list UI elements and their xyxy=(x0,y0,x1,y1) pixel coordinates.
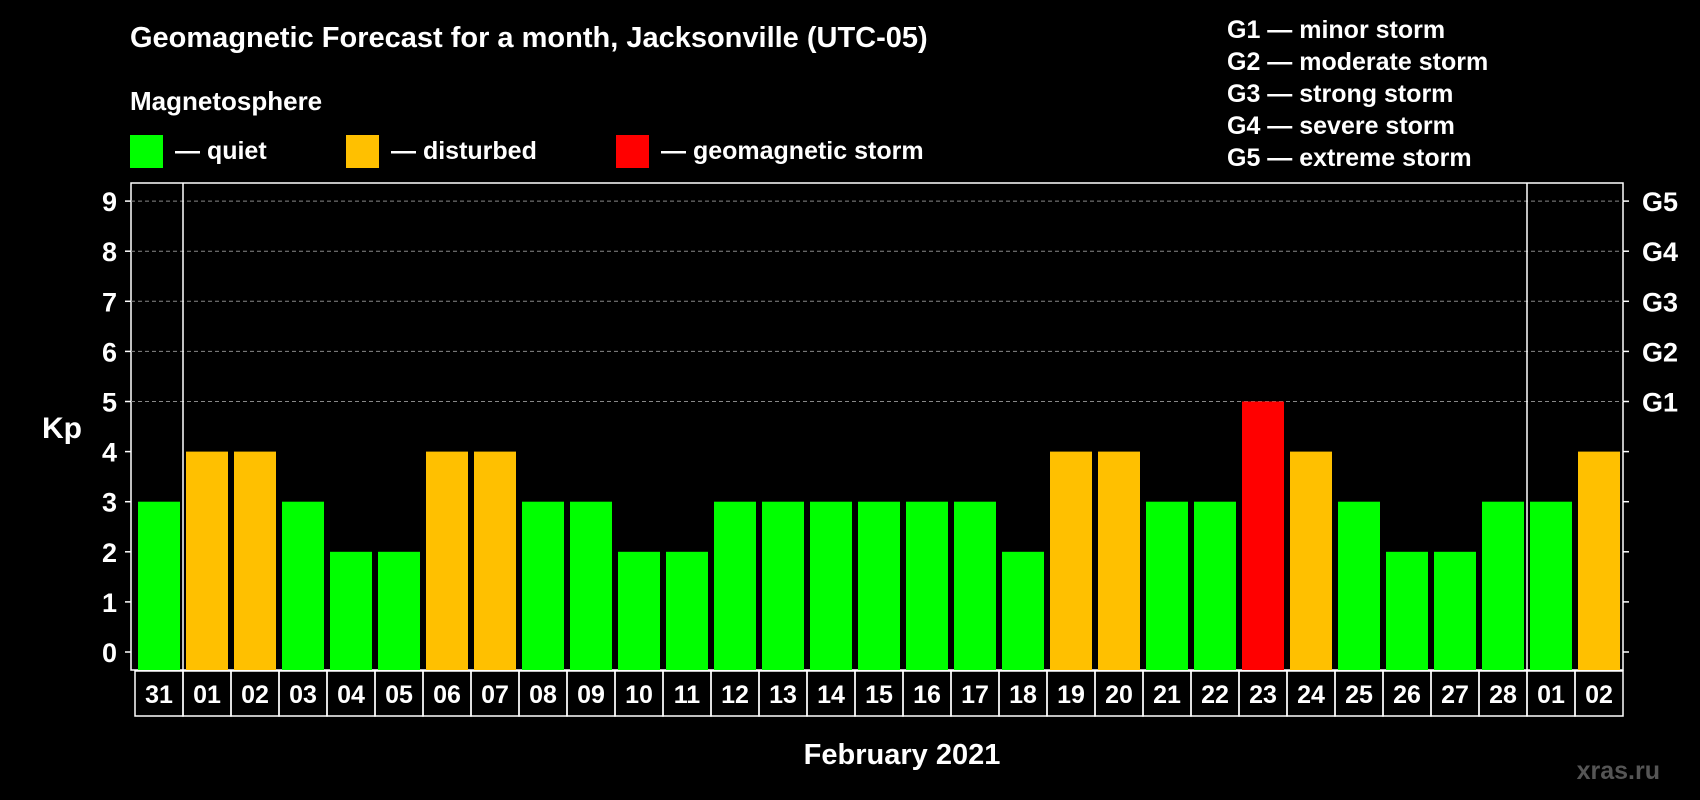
bar-10 xyxy=(618,551,660,670)
date-cell-30 xyxy=(1574,670,1624,717)
y-tick-label-4: 4 xyxy=(102,438,117,468)
bar-4 xyxy=(330,551,372,670)
legend-disturbed: — disturbed xyxy=(346,135,537,168)
x-axis-label: February 2021 xyxy=(804,739,1001,771)
date-label-15: 15 xyxy=(865,681,893,709)
date-label-3: 03 xyxy=(289,681,317,709)
storm-scale-g5: G5 — extreme storm xyxy=(1227,144,1472,172)
date-label-25: 25 xyxy=(1345,681,1373,709)
date-label-7: 07 xyxy=(481,681,509,709)
date-label-4: 04 xyxy=(337,681,365,709)
date-label-2: 02 xyxy=(241,681,269,709)
bar-8 xyxy=(522,501,564,670)
date-label-24: 24 xyxy=(1297,681,1325,709)
bar-1 xyxy=(186,451,228,670)
date-label-20: 20 xyxy=(1105,681,1133,709)
bar-27 xyxy=(1434,551,1476,670)
date-label-27: 27 xyxy=(1441,681,1469,709)
legend-storm-swatch xyxy=(616,135,649,168)
bar-20 xyxy=(1098,451,1140,670)
legend-storm-label: — geomagnetic storm xyxy=(661,137,924,165)
g-scale-label-g4: G4 xyxy=(1642,237,1678,267)
y-tick-label-0: 0 xyxy=(102,638,117,668)
y-axis-label: Kp xyxy=(42,412,82,445)
bar-19 xyxy=(1050,451,1092,670)
y-tick-label-3: 3 xyxy=(102,488,117,518)
legend-disturbed-label: — disturbed xyxy=(391,137,537,165)
date-label-29: 01 xyxy=(1537,681,1565,709)
chart-title: Geomagnetic Forecast for a month, Jackso… xyxy=(130,22,928,54)
date-label-28: 28 xyxy=(1489,681,1517,709)
date-label-6: 06 xyxy=(433,681,461,709)
bar-23 xyxy=(1242,401,1284,670)
date-label-1: 01 xyxy=(193,681,221,709)
date-label-0: 31 xyxy=(145,681,173,709)
date-label-14: 14 xyxy=(817,681,845,709)
bar-16 xyxy=(906,501,948,670)
bar-11 xyxy=(666,551,708,670)
g-scale-label-g1: G1 xyxy=(1642,388,1678,418)
date-label-30: 02 xyxy=(1585,681,1613,709)
bar-9 xyxy=(570,501,612,670)
y-tick-label-2: 2 xyxy=(102,538,117,568)
bar-15 xyxy=(858,501,900,670)
legend-disturbed-swatch xyxy=(346,135,379,168)
storm-scale-legend: G1 — minor storm G2 — moderate storm G3 … xyxy=(1227,14,1488,174)
date-label-8: 08 xyxy=(529,681,557,709)
storm-scale-g1: G1 — minor storm xyxy=(1227,16,1446,44)
date-label-11: 11 xyxy=(674,681,701,709)
date-label-13: 13 xyxy=(769,681,797,709)
date-label-18: 18 xyxy=(1009,681,1037,709)
date-label-5: 05 xyxy=(385,681,413,709)
date-label-12: 12 xyxy=(721,681,749,709)
bar-22 xyxy=(1194,501,1236,670)
bar-30 xyxy=(1578,451,1620,670)
date-label-9: 09 xyxy=(577,681,605,709)
bar-28 xyxy=(1482,501,1524,670)
bar-6 xyxy=(426,451,468,670)
y-tick-label-5: 5 xyxy=(102,388,117,418)
bar-17 xyxy=(954,501,996,670)
bar-7 xyxy=(474,451,516,670)
bar-0 xyxy=(138,501,180,670)
y-tick-label-6: 6 xyxy=(102,337,117,367)
date-label-21: 21 xyxy=(1153,681,1181,709)
magnetosphere-heading: Magnetosphere xyxy=(130,86,323,116)
g-scale-label-g2: G2 xyxy=(1642,337,1678,367)
legend-quiet-label: — quiet xyxy=(175,137,267,165)
bar-12 xyxy=(714,501,756,670)
storm-scale-g2: G2 — moderate storm xyxy=(1227,48,1489,76)
y-tick-label-7: 7 xyxy=(102,287,117,317)
y-tick-label-1: 1 xyxy=(102,588,117,618)
date-label-10: 10 xyxy=(625,681,653,709)
date-label-26: 26 xyxy=(1393,681,1421,709)
legend-quiet-swatch xyxy=(130,135,163,168)
bar-2 xyxy=(234,451,276,670)
bar-18 xyxy=(1002,551,1044,670)
bar-14 xyxy=(810,501,852,670)
bar-29 xyxy=(1530,501,1572,670)
storm-scale-g3: G3 — strong storm xyxy=(1227,80,1454,108)
legend-quiet: — quiet xyxy=(130,135,267,168)
date-label-22: 22 xyxy=(1201,681,1229,709)
g-scale-label-g3: G3 xyxy=(1642,287,1678,317)
bar-3 xyxy=(282,501,324,670)
y-tick-label-9: 9 xyxy=(102,187,117,217)
bar-25 xyxy=(1338,501,1380,670)
bar-5 xyxy=(378,551,420,670)
g-scale-label-g5: G5 xyxy=(1642,187,1678,217)
date-label-16: 16 xyxy=(913,681,941,709)
bar-26 xyxy=(1386,551,1428,670)
legend-storm: — geomagnetic storm xyxy=(616,135,924,168)
bar-24 xyxy=(1290,451,1332,670)
bar-21 xyxy=(1146,501,1188,670)
watermark: xras.ru xyxy=(1576,757,1660,785)
y-tick-label-8: 8 xyxy=(102,237,117,267)
bar-13 xyxy=(762,501,804,670)
date-label-17: 17 xyxy=(961,681,989,709)
date-label-19: 19 xyxy=(1057,681,1085,709)
storm-scale-g4: G4 — severe storm xyxy=(1227,112,1455,140)
date-label-23: 23 xyxy=(1249,681,1277,709)
